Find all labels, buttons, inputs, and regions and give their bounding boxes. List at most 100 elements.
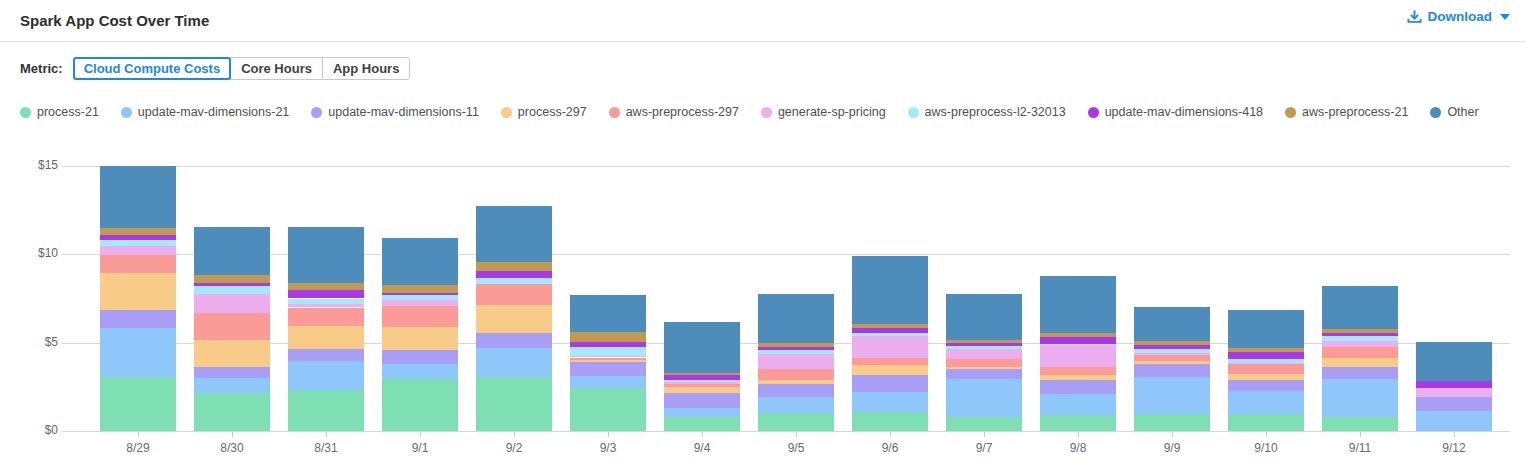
bar-9/8-Other[interactable] bbox=[1040, 276, 1116, 333]
bar-9/12-update-mav-dimensions-21[interactable] bbox=[1416, 411, 1492, 431]
bar-9/2-aws-preprocess-21[interactable] bbox=[476, 262, 552, 270]
bar-9/3-process-297[interactable] bbox=[570, 360, 646, 361]
bar-9/12-generate-sp-pricing[interactable] bbox=[1416, 388, 1492, 397]
bar-9/8-process-21[interactable] bbox=[1040, 415, 1116, 431]
bar-9/1-aws-preprocess-21[interactable] bbox=[382, 285, 458, 293]
bar-9/1-generate-sp-pricing[interactable] bbox=[382, 300, 458, 306]
bar-8/31-process-21[interactable] bbox=[288, 390, 364, 431]
bar-9/4-aws-preprocess-21[interactable] bbox=[664, 373, 740, 375]
bar-9/7-update-mav-dimensions-418[interactable] bbox=[946, 343, 1022, 346]
bar-9/11-update-mav-dimensions-418[interactable] bbox=[1322, 333, 1398, 336]
bar-9/5-generate-sp-pricing[interactable] bbox=[758, 354, 834, 369]
bar-9/6-update-mav-dimensions-11[interactable] bbox=[852, 375, 928, 392]
bar-9/1-update-mav-dimensions-21[interactable] bbox=[382, 364, 458, 379]
bar-9/6-process-297[interactable] bbox=[852, 365, 928, 375]
bar-9/6-generate-sp-pricing[interactable] bbox=[852, 336, 928, 357]
bar-9/4-aws-preprocess-297[interactable] bbox=[664, 384, 740, 388]
bar-9/12-update-mav-dimensions-418[interactable] bbox=[1416, 381, 1492, 388]
bar-9/7-update-mav-dimensions-11[interactable] bbox=[946, 369, 1022, 379]
bar-9/11-process-21[interactable] bbox=[1322, 417, 1398, 431]
bar-9/2-process-21[interactable] bbox=[476, 377, 552, 431]
bar-9/4-update-mav-dimensions-11[interactable] bbox=[664, 393, 740, 408]
bar-9/9-aws-preprocess-21[interactable] bbox=[1134, 341, 1210, 345]
bar-8/29-update-mav-dimensions-418[interactable] bbox=[100, 235, 176, 239]
bar-9/2-aws-preprocess-297[interactable] bbox=[476, 284, 552, 305]
bar-9/6-aws-preprocess-21[interactable] bbox=[852, 324, 928, 328]
bar-9/9-aws-preprocess-l2-32013[interactable] bbox=[1134, 349, 1210, 353]
metric-option-cloud-compute-costs[interactable]: Cloud Compute Costs bbox=[73, 57, 232, 80]
bar-9/8-generate-sp-pricing[interactable] bbox=[1040, 345, 1116, 367]
bar-8/29-aws-preprocess-l2-32013[interactable] bbox=[100, 240, 176, 247]
bar-9/1-Other[interactable] bbox=[382, 238, 458, 285]
bar-8/31-update-mav-dimensions-418[interactable] bbox=[288, 290, 364, 298]
bar-9/11-process-297[interactable] bbox=[1322, 358, 1398, 367]
bar-8/29-process-297[interactable] bbox=[100, 273, 176, 310]
bar-8/30-aws-preprocess-l2-32013[interactable] bbox=[194, 286, 270, 293]
bar-8/30-process-297[interactable] bbox=[194, 340, 270, 367]
bar-9/3-aws-preprocess-21[interactable] bbox=[570, 332, 646, 343]
bar-9/4-process-297[interactable] bbox=[664, 387, 740, 393]
bar-9/6-aws-preprocess-l2-32013[interactable] bbox=[852, 333, 928, 336]
bar-9/8-update-mav-dimensions-11[interactable] bbox=[1040, 380, 1116, 394]
bar-8/29-update-mav-dimensions-11[interactable] bbox=[100, 310, 176, 328]
bar-8/30-aws-preprocess-21[interactable] bbox=[194, 275, 270, 282]
bar-9/10-update-mav-dimensions-418[interactable] bbox=[1228, 352, 1304, 359]
bar-9/7-process-297[interactable] bbox=[946, 367, 1022, 369]
bar-9/3-update-mav-dimensions-21[interactable] bbox=[570, 376, 646, 388]
bar-9/12-Other[interactable] bbox=[1416, 342, 1492, 381]
bar-9/2-update-mav-dimensions-418[interactable] bbox=[476, 271, 552, 279]
bar-9/7-aws-preprocess-21[interactable] bbox=[946, 340, 1022, 343]
bar-9/3-aws-preprocess-297[interactable] bbox=[570, 358, 646, 361]
bar-9/10-aws-preprocess-297[interactable] bbox=[1228, 364, 1304, 374]
bar-9/7-process-21[interactable] bbox=[946, 417, 1022, 431]
bar-9/3-update-mav-dimensions-11[interactable] bbox=[570, 362, 646, 376]
bar-9/10-aws-preprocess-21[interactable] bbox=[1228, 348, 1304, 351]
bar-8/29-update-mav-dimensions-21[interactable] bbox=[100, 328, 176, 377]
bar-9/3-process-21[interactable] bbox=[570, 388, 646, 431]
bar-9/8-aws-preprocess-21[interactable] bbox=[1040, 333, 1116, 336]
bar-9/8-update-mav-dimensions-418[interactable] bbox=[1040, 337, 1116, 345]
bar-9/5-aws-preprocess-297[interactable] bbox=[758, 369, 834, 380]
bar-9/5-update-mav-dimensions-11[interactable] bbox=[758, 384, 834, 397]
bar-8/29-process-21[interactable] bbox=[100, 377, 176, 431]
bar-9/5-aws-preprocess-l2-32013[interactable] bbox=[758, 350, 834, 354]
bar-9/9-process-297[interactable] bbox=[1134, 361, 1210, 364]
bar-9/4-process-21[interactable] bbox=[664, 417, 740, 431]
bar-9/11-aws-preprocess-297[interactable] bbox=[1322, 347, 1398, 358]
bar-9/4-Other[interactable] bbox=[664, 322, 740, 373]
bar-8/30-update-mav-dimensions-418[interactable] bbox=[194, 283, 270, 287]
bar-9/10-generate-sp-pricing[interactable] bbox=[1228, 363, 1304, 365]
bar-9/11-aws-preprocess-l2-32013[interactable] bbox=[1322, 336, 1398, 341]
bar-9/9-generate-sp-pricing[interactable] bbox=[1134, 353, 1210, 355]
bar-9/11-generate-sp-pricing[interactable] bbox=[1322, 341, 1398, 347]
bar-9/4-aws-preprocess-l2-32013[interactable] bbox=[664, 380, 740, 382]
bar-9/8-process-297[interactable] bbox=[1040, 375, 1116, 379]
bar-8/31-process-297[interactable] bbox=[288, 326, 364, 349]
bar-9/7-Other[interactable] bbox=[946, 294, 1022, 339]
bar-8/31-Other[interactable] bbox=[288, 227, 364, 282]
bar-9/8-aws-preprocess-297[interactable] bbox=[1040, 367, 1116, 375]
bar-9/8-update-mav-dimensions-21[interactable] bbox=[1040, 394, 1116, 416]
bar-9/6-Other[interactable] bbox=[852, 256, 928, 323]
bar-9/2-aws-preprocess-l2-32013[interactable] bbox=[476, 278, 552, 284]
bar-9/9-aws-preprocess-297[interactable] bbox=[1134, 355, 1210, 361]
bar-9/9-update-mav-dimensions-418[interactable] bbox=[1134, 345, 1210, 349]
bar-9/6-update-mav-dimensions-21[interactable] bbox=[852, 392, 928, 412]
bar-8/31-aws-preprocess-21[interactable] bbox=[288, 283, 364, 291]
bar-8/30-generate-sp-pricing[interactable] bbox=[194, 294, 270, 313]
bar-9/3-generate-sp-pricing[interactable] bbox=[570, 356, 646, 357]
bar-9/1-aws-preprocess-297[interactable] bbox=[382, 306, 458, 327]
bar-8/29-generate-sp-pricing[interactable] bbox=[100, 246, 176, 254]
bar-8/31-aws-preprocess-l2-32013[interactable] bbox=[288, 299, 364, 305]
bar-9/9-update-mav-dimensions-21[interactable] bbox=[1134, 377, 1210, 414]
bar-9/11-update-mav-dimensions-21[interactable] bbox=[1322, 379, 1398, 417]
bar-9/1-process-21[interactable] bbox=[382, 379, 458, 431]
bar-9/3-Other[interactable] bbox=[570, 295, 646, 332]
bar-9/5-update-mav-dimensions-21[interactable] bbox=[758, 397, 834, 413]
bar-9/10-update-mav-dimensions-11[interactable] bbox=[1228, 380, 1304, 391]
bar-9/9-Other[interactable] bbox=[1134, 307, 1210, 341]
bar-9/7-generate-sp-pricing[interactable] bbox=[946, 349, 1022, 359]
bar-9/6-aws-preprocess-297[interactable] bbox=[852, 358, 928, 366]
bar-9/11-Other[interactable] bbox=[1322, 286, 1398, 328]
bar-8/30-Other[interactable] bbox=[194, 227, 270, 275]
